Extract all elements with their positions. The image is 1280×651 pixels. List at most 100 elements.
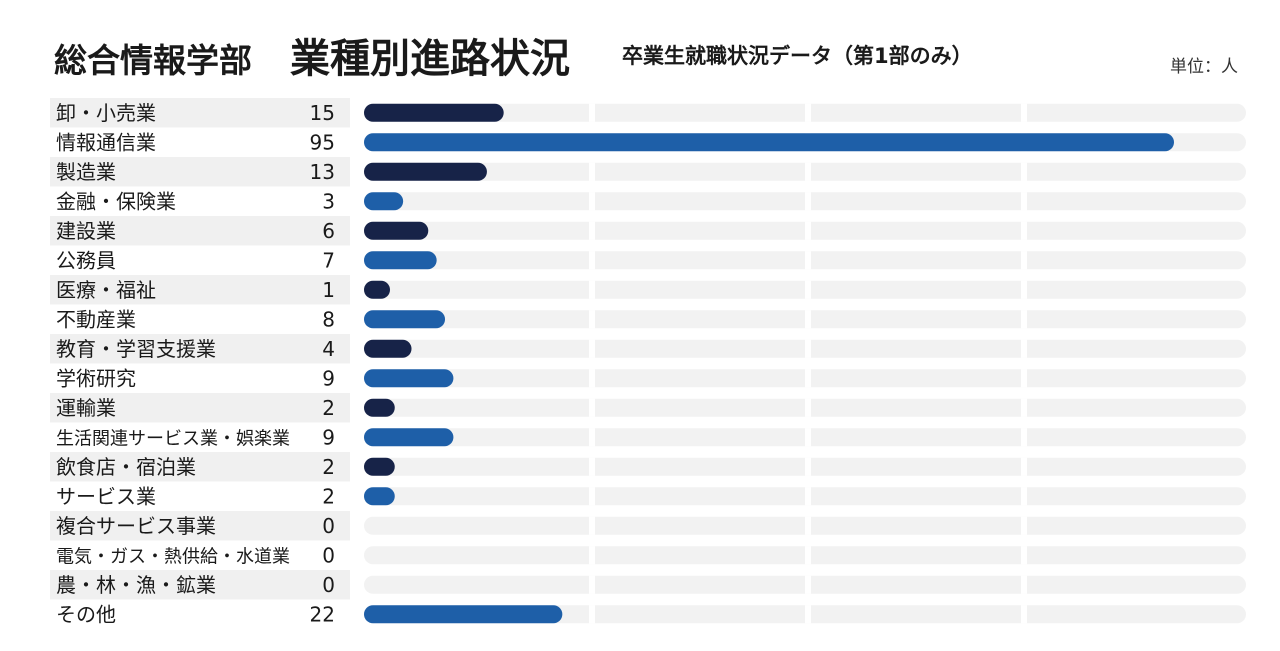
grid-separator [805,575,811,594]
grid-separator [589,398,595,417]
label-row-bg [50,393,350,423]
grid-separator [589,251,595,270]
bar [364,103,504,122]
value-label: 13 [310,160,335,184]
grid-separator [589,428,595,447]
grid-separator [805,546,811,565]
grid-separator [589,162,595,181]
category-label: 卸・小売業 [56,101,156,125]
grid-separator [589,575,595,594]
chart-title: 業種別進路状況 [290,36,570,82]
grid-separator [589,310,595,329]
bar [364,605,563,624]
category-label: 医療・福祉 [56,278,156,302]
grid-separator [1021,487,1027,506]
category-label: サービス業 [56,484,156,508]
chart-subtitle: 卒業生就職状況データ（第1部のみ） [622,44,973,68]
value-label: 2 [322,484,335,508]
grid-separator [1021,221,1027,240]
grid-separator [805,605,811,624]
category-label: 金融・保険業 [56,189,176,213]
label-row-bg [50,98,350,128]
category-label: 教育・学習支援業 [56,337,216,361]
grid-separator [589,192,595,211]
value-label: 9 [322,366,335,390]
grid-separator [589,103,595,122]
grid-separator [805,457,811,476]
label-row-bg [50,570,350,600]
grid-separator [589,221,595,240]
category-label: 飲食店・宿泊業 [56,455,196,479]
chart-header: 総合情報学部 業種別進路状況 卒業生就職状況データ（第1部のみ） 単位：人 [54,26,1244,82]
label-row-bg [50,275,350,305]
value-label: 7 [322,248,335,272]
value-label: 0 [322,543,335,567]
grid-separator [805,428,811,447]
grid-separator [805,221,811,240]
bar [364,251,437,270]
category-label: 農・林・漁・鉱業 [56,573,216,597]
bar [364,221,429,240]
grid-separator [1021,457,1027,476]
grid-separator [1021,339,1027,358]
value-label: 9 [322,425,335,449]
category-label: 電気・ガス・熱供給・水道業 [56,546,290,567]
grid-separator [805,251,811,270]
category-label: 学術研究 [56,366,136,390]
value-label: 2 [322,455,335,479]
grid-separator [1021,516,1027,535]
grid-separator [1021,280,1027,299]
value-label: 4 [322,337,335,361]
grid-separator [589,280,595,299]
value-label: 0 [322,573,335,597]
label-row-bg [50,216,350,246]
value-label: 22 [310,602,335,626]
grid-separator [1021,162,1027,181]
grid-separator [589,457,595,476]
grid-separator [805,192,811,211]
grid-separator [1021,192,1027,211]
grid-separator [1021,546,1027,565]
bar [364,369,454,388]
grid-separator [1021,369,1027,388]
category-label: 建設業 [56,219,116,243]
value-label: 95 [310,130,335,154]
category-label: 公務員 [56,248,116,272]
grid-separator [589,487,595,506]
bar [364,457,395,476]
grid-separator [589,516,595,535]
unit-label: 単位：人 [1170,57,1238,77]
grid-separator [589,339,595,358]
category-label: 複合サービス事業 [56,514,216,538]
grid-separator [805,280,811,299]
label-row-bg [50,157,350,187]
value-label: 15 [310,101,335,125]
grid-separator [805,339,811,358]
bar [364,192,404,211]
grid-separator [805,162,811,181]
value-label: 3 [322,189,335,213]
grid-separator [805,369,811,388]
grid-separator [805,103,811,122]
category-label: 製造業 [56,160,116,184]
bar [364,280,390,299]
category-label: 運輸業 [56,396,116,420]
label-row-bg [50,334,350,364]
bar [364,487,395,506]
grid-separator [805,487,811,506]
grid-separator [1021,575,1027,594]
value-label: 1 [322,278,335,302]
grid-separator [1021,398,1027,417]
grid-separator [1021,103,1027,122]
value-label: 2 [322,396,335,420]
grid-separator [1021,605,1027,624]
grid-separator [805,398,811,417]
category-label: 情報通信業 [56,130,156,154]
bar [364,339,412,358]
grid-separator [805,310,811,329]
grid-separator [1021,251,1027,270]
value-label: 6 [322,219,335,243]
bar [364,428,454,447]
category-label: 不動産業 [56,307,136,331]
